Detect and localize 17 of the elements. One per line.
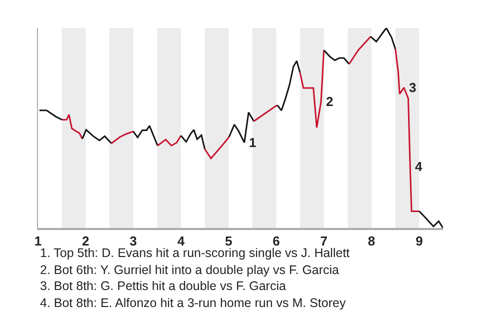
- x-tick-label: 4: [177, 234, 186, 249]
- annotation: 4: [415, 159, 423, 174]
- text: 1. Top 5th: D. Evans hit a run-scoring single vs J. Hallett: [40, 246, 350, 260]
- x-tick-label: 6: [272, 234, 280, 249]
- x-tick-label: 9: [416, 234, 423, 249]
- annotation: 2: [326, 94, 334, 109]
- annotation: 1: [249, 135, 256, 150]
- annotation: 3: [409, 80, 416, 95]
- x-tick-label: 8: [368, 234, 376, 249]
- x-tick-label: 2: [82, 234, 90, 249]
- x-tick-label: 1: [34, 234, 42, 249]
- x-tick-label: 3: [130, 234, 137, 249]
- x-tick-label: 7: [320, 234, 328, 249]
- text: 4. Bot 8th: E. Alfonzo hit a 3-run home run vs M. Storey: [40, 296, 346, 310]
- x-tick-label: 5: [224, 234, 232, 249]
- text: 2. Bot 6th: Y. Gurriel hit into a double play vs F. Garcia: [40, 263, 340, 277]
- text: 3. Bot 8th: G. Pettis hit a double vs F. Garcia: [40, 279, 286, 293]
